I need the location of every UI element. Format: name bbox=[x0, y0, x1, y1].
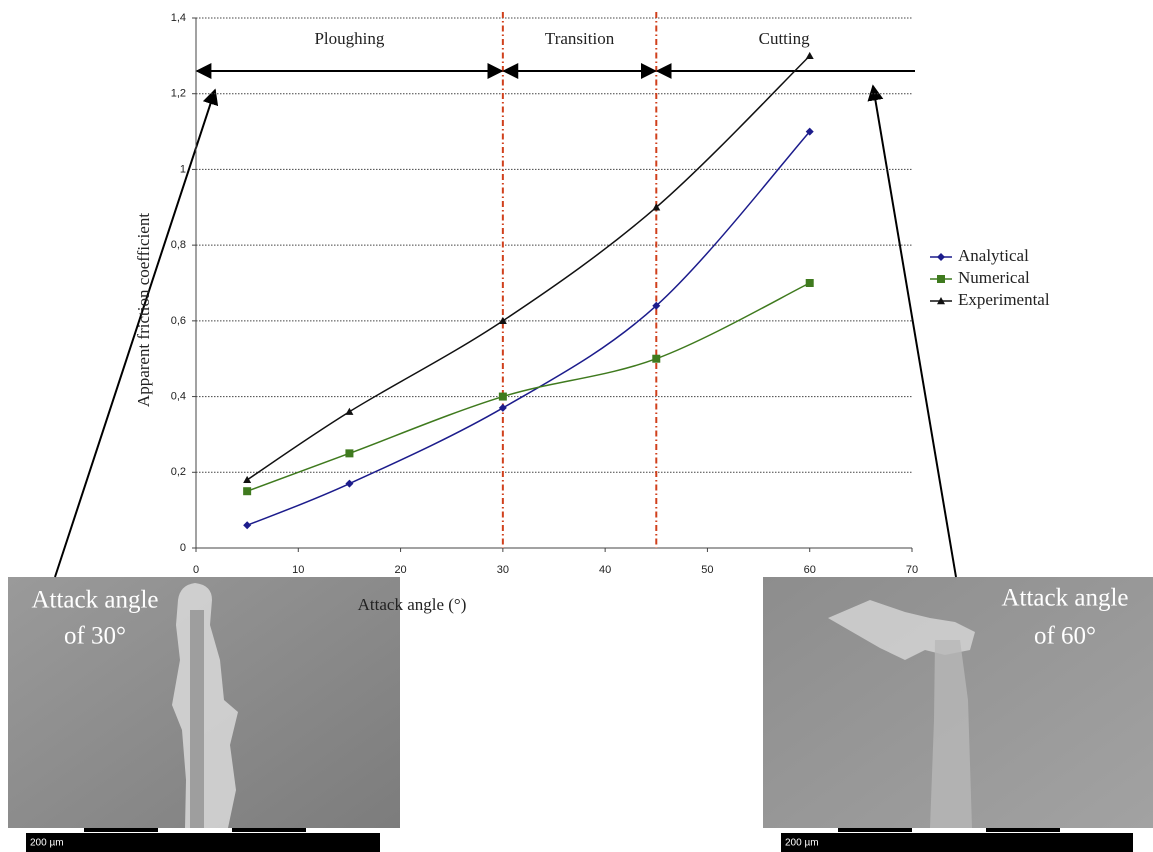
x-axis-label: Attack angle (°) bbox=[358, 595, 467, 614]
marker bbox=[498, 316, 507, 325]
marker bbox=[805, 127, 814, 136]
y-tick-label: 0,8 bbox=[171, 239, 186, 251]
region-label: Cutting bbox=[759, 29, 811, 48]
x-tick-label: 0 bbox=[193, 564, 199, 576]
series-line bbox=[246, 55, 811, 481]
x-tick-label: 40 bbox=[599, 564, 611, 576]
marker bbox=[243, 487, 252, 496]
x-tick-label: 70 bbox=[906, 564, 918, 576]
marker bbox=[243, 475, 252, 484]
marker bbox=[805, 279, 814, 287]
y-tick-label: 1 bbox=[180, 163, 186, 175]
image-caption: of 60° bbox=[1034, 623, 1096, 650]
legend-marker bbox=[937, 253, 945, 261]
marker bbox=[652, 354, 661, 363]
y-tick-label: 0 bbox=[180, 542, 186, 554]
x-tick-label: 20 bbox=[394, 564, 406, 576]
y-tick-label: 0,4 bbox=[171, 390, 186, 402]
marker bbox=[345, 407, 354, 415]
marker bbox=[345, 479, 354, 488]
legend-marker bbox=[937, 275, 945, 283]
x-tick-label: 60 bbox=[804, 564, 816, 576]
y-tick-label: 0,6 bbox=[171, 315, 186, 327]
image-caption: Attack angle bbox=[31, 587, 158, 614]
image-caption: of 30° bbox=[64, 623, 126, 650]
marker bbox=[498, 392, 507, 401]
marker bbox=[243, 521, 252, 530]
marker bbox=[652, 203, 661, 211]
legend-marker bbox=[937, 297, 945, 305]
sem-image-left bbox=[8, 577, 400, 852]
image-caption: Attack angle bbox=[1001, 585, 1128, 612]
legend-label: Experimental bbox=[958, 290, 1050, 309]
scale-label: 200 µm bbox=[785, 838, 819, 849]
pointer-line bbox=[867, 84, 957, 578]
x-tick-label: 50 bbox=[701, 564, 713, 576]
x-tick-label: 10 bbox=[292, 564, 304, 576]
pointer-line bbox=[54, 88, 219, 578]
scale-label: 200 µm bbox=[30, 838, 64, 849]
marker bbox=[345, 449, 354, 458]
series-line bbox=[246, 282, 811, 492]
region-label: Ploughing bbox=[314, 29, 384, 48]
legend-label: Numerical bbox=[958, 268, 1030, 287]
series-line bbox=[246, 131, 811, 526]
y-tick-label: 1,2 bbox=[171, 88, 186, 100]
y-tick-label: 1,4 bbox=[171, 12, 186, 24]
region-label: Transition bbox=[545, 29, 615, 48]
marker bbox=[805, 51, 814, 60]
y-axis-label: Apparent friction coefficient bbox=[134, 213, 153, 407]
legend-label: Analytical bbox=[958, 246, 1029, 265]
sem-image-right bbox=[763, 577, 1153, 852]
marker bbox=[498, 403, 507, 412]
marker bbox=[652, 301, 661, 310]
y-tick-label: 0,2 bbox=[171, 466, 186, 478]
x-tick-label: 30 bbox=[497, 564, 509, 576]
